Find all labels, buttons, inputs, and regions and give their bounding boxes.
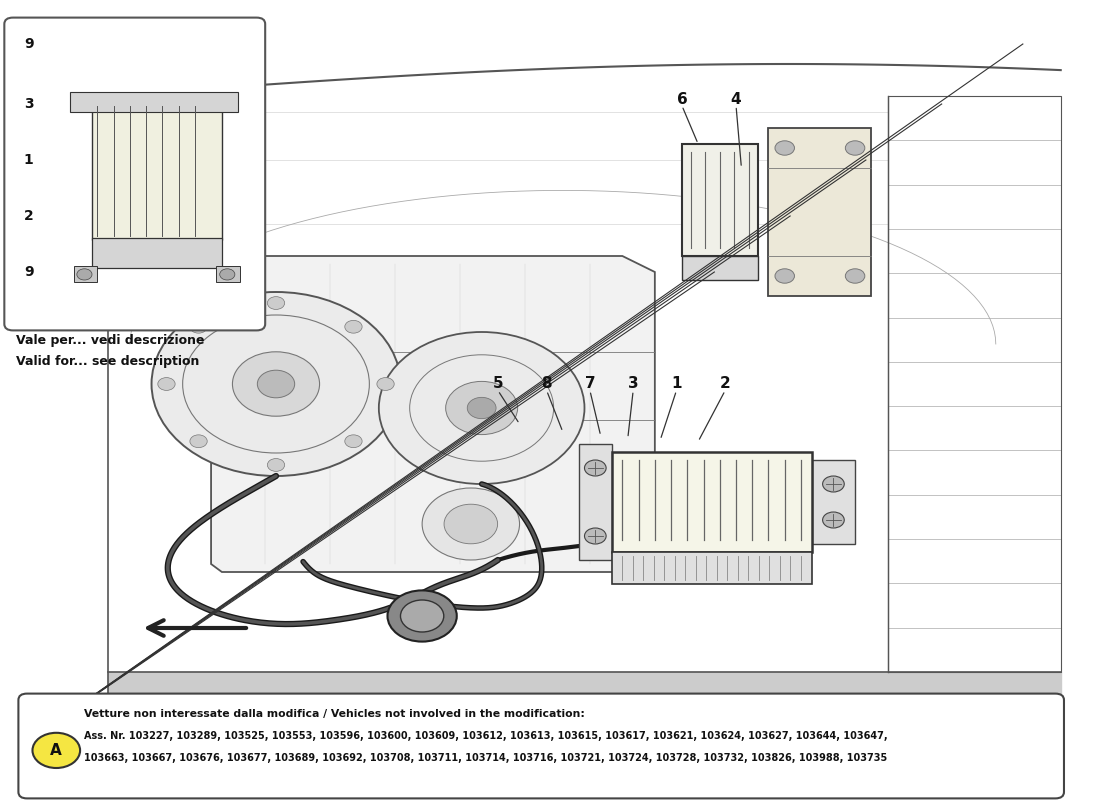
FancyBboxPatch shape <box>682 144 758 256</box>
Circle shape <box>584 460 606 476</box>
Text: eurocarbons: eurocarbons <box>436 447 690 481</box>
FancyBboxPatch shape <box>217 266 240 282</box>
FancyBboxPatch shape <box>612 452 812 552</box>
Circle shape <box>823 512 845 528</box>
Circle shape <box>468 398 496 418</box>
Circle shape <box>776 141 794 155</box>
FancyBboxPatch shape <box>92 100 222 240</box>
Text: A: A <box>51 743 63 758</box>
Text: 9: 9 <box>24 37 33 51</box>
Circle shape <box>823 476 845 492</box>
Circle shape <box>232 352 320 416</box>
Text: a passion for parts: a passion for parts <box>416 478 711 506</box>
Text: Ass. Nr. 103227, 103289, 103525, 103553, 103596, 103600, 103609, 103612, 103613,: Ass. Nr. 103227, 103289, 103525, 103553,… <box>85 731 888 741</box>
Circle shape <box>257 370 295 398</box>
Text: 2: 2 <box>24 209 34 223</box>
Text: 3: 3 <box>24 97 33 111</box>
FancyBboxPatch shape <box>70 92 238 112</box>
Circle shape <box>845 141 865 155</box>
Circle shape <box>584 528 606 544</box>
Text: 1: 1 <box>24 153 34 167</box>
Text: Valid for... see description: Valid for... see description <box>16 355 199 368</box>
Circle shape <box>845 269 865 283</box>
Text: 7: 7 <box>584 377 595 391</box>
Text: 3: 3 <box>628 377 638 391</box>
Text: 103663, 103667, 103676, 103677, 103689, 103692, 103708, 103711, 103714, 103716, : 103663, 103667, 103676, 103677, 103689, … <box>85 753 888 762</box>
Circle shape <box>152 292 400 476</box>
Text: 9: 9 <box>24 265 33 279</box>
FancyBboxPatch shape <box>769 128 871 296</box>
Circle shape <box>378 332 584 484</box>
Circle shape <box>190 320 207 333</box>
Circle shape <box>33 733 80 768</box>
FancyBboxPatch shape <box>682 256 758 280</box>
Circle shape <box>190 435 207 448</box>
Text: 8: 8 <box>541 377 552 391</box>
Circle shape <box>446 382 518 434</box>
Text: 6: 6 <box>676 93 688 107</box>
Circle shape <box>267 458 285 471</box>
Circle shape <box>444 504 497 544</box>
Circle shape <box>344 320 362 333</box>
Circle shape <box>220 269 235 280</box>
Text: Vale per... vedi descrizione: Vale per... vedi descrizione <box>16 334 205 346</box>
Bar <box>888 96 1060 672</box>
Circle shape <box>267 297 285 310</box>
FancyBboxPatch shape <box>19 694 1064 798</box>
Text: 4: 4 <box>730 93 741 107</box>
Circle shape <box>157 378 175 390</box>
FancyBboxPatch shape <box>74 266 98 282</box>
Text: 2: 2 <box>719 377 730 391</box>
FancyBboxPatch shape <box>612 552 812 584</box>
Circle shape <box>776 269 794 283</box>
Text: Vetture non interessate dalla modifica / Vehicles not involved in the modificati: Vetture non interessate dalla modifica /… <box>85 710 585 719</box>
Polygon shape <box>211 256 654 572</box>
FancyBboxPatch shape <box>92 238 222 268</box>
Circle shape <box>387 590 456 642</box>
Circle shape <box>344 435 362 448</box>
Circle shape <box>77 269 92 280</box>
FancyBboxPatch shape <box>579 444 612 560</box>
Circle shape <box>422 488 519 560</box>
FancyBboxPatch shape <box>812 460 855 544</box>
Circle shape <box>400 600 443 632</box>
FancyBboxPatch shape <box>4 18 265 330</box>
Text: 5: 5 <box>493 377 503 391</box>
Text: 1: 1 <box>671 377 682 391</box>
Circle shape <box>377 378 394 390</box>
